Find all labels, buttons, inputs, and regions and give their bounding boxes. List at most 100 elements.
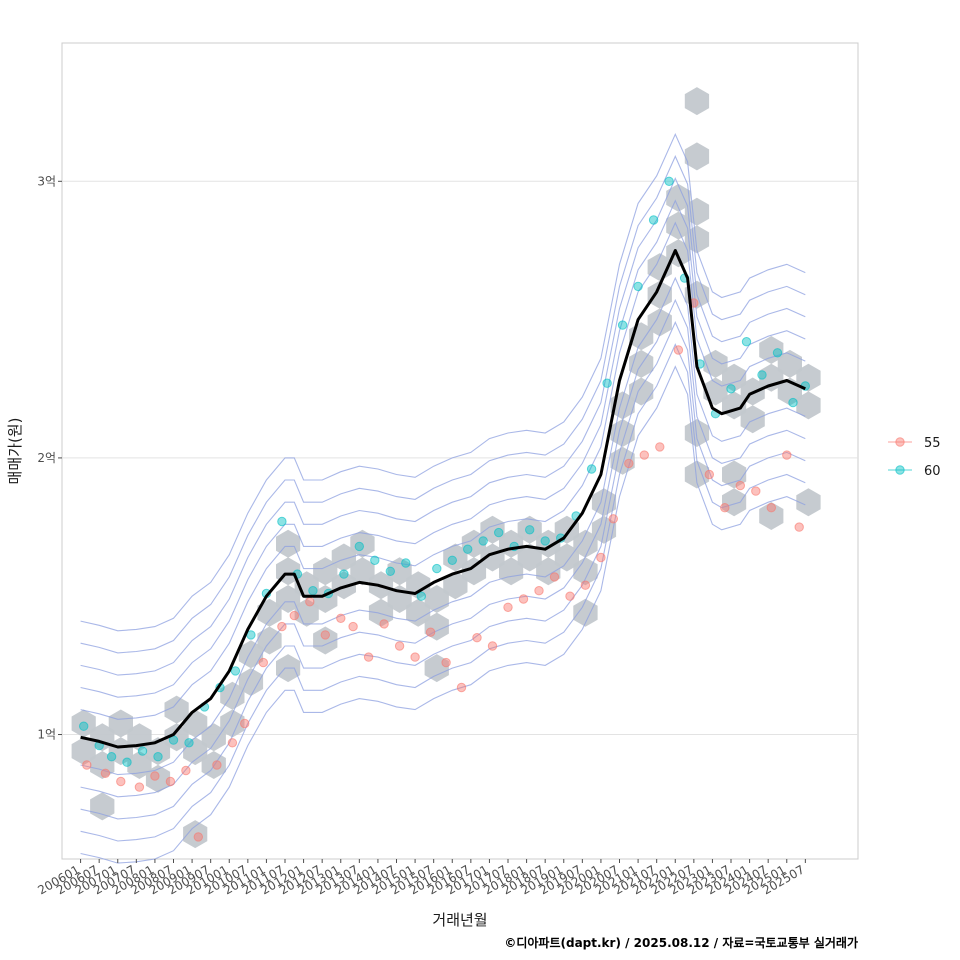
data-point-60 xyxy=(602,378,612,388)
data-point-60 xyxy=(308,586,318,596)
data-point-60 xyxy=(230,666,241,676)
trend-line xyxy=(80,249,806,749)
hexbin xyxy=(90,792,115,821)
hexbin xyxy=(554,543,579,572)
hexbin xyxy=(220,709,245,738)
data-point-55 xyxy=(549,572,560,582)
hexbin xyxy=(647,308,672,337)
data-point-60 xyxy=(586,464,597,474)
hexbin xyxy=(201,723,226,752)
data-point-55 xyxy=(751,486,761,496)
density-contour-line xyxy=(80,221,806,720)
hexbin xyxy=(796,363,821,392)
legend-label-60: 60 xyxy=(924,464,941,479)
x-axis-title: 거래년월 xyxy=(432,911,487,929)
data-point-55 xyxy=(766,503,776,513)
data-point-60 xyxy=(463,544,473,554)
data-point-60 xyxy=(772,348,783,358)
hexbin xyxy=(684,460,710,489)
hexbin xyxy=(517,515,542,544)
hexbin xyxy=(313,626,338,655)
hexbin xyxy=(461,557,487,586)
data-point-60 xyxy=(726,384,736,394)
hexbin xyxy=(108,709,133,738)
hexbin xyxy=(666,183,691,212)
data-point-55 xyxy=(565,591,575,601)
hexbin xyxy=(331,571,356,600)
data-point-55 xyxy=(655,442,665,452)
hexbin xyxy=(554,515,579,544)
density-contour-line xyxy=(80,276,806,776)
legend: 55 60 xyxy=(888,436,941,479)
hexbin xyxy=(331,543,356,572)
data-point-60 xyxy=(432,563,442,574)
hexbin xyxy=(610,419,635,447)
hexbin-layer xyxy=(71,87,821,849)
data-point-55 xyxy=(735,480,745,491)
density-contour-line xyxy=(80,155,806,654)
hexbin xyxy=(684,142,710,171)
data-point-60 xyxy=(664,176,674,187)
data-point-55 xyxy=(82,760,92,770)
data-point-60 xyxy=(540,536,550,546)
data-point-55 xyxy=(534,586,544,596)
data-point-55 xyxy=(608,514,618,524)
data-point-55 xyxy=(212,760,222,770)
hexbin xyxy=(257,598,282,627)
hexbin xyxy=(164,695,189,724)
data-point-60 xyxy=(106,752,117,762)
hexbin xyxy=(238,668,264,696)
data-point-55 xyxy=(704,469,714,480)
hexbin xyxy=(424,654,449,683)
hexbin xyxy=(573,557,598,586)
legend-key-55 xyxy=(895,437,905,447)
data-point-55 xyxy=(596,552,606,563)
hexbin xyxy=(759,502,784,530)
hexbin xyxy=(796,488,821,517)
data-point-55 xyxy=(193,832,204,842)
data-point-60 xyxy=(370,555,380,565)
data-point-55 xyxy=(227,738,238,748)
data-point-60 xyxy=(385,566,395,576)
data-point-60 xyxy=(79,721,89,731)
data-point-55 xyxy=(116,776,126,787)
x-axis: 2006012006072007012007072008012008072009… xyxy=(35,859,807,898)
data-point-60 xyxy=(648,215,659,225)
data-point-55 xyxy=(305,597,315,607)
data-point-55 xyxy=(639,450,649,460)
scatter-points xyxy=(79,176,810,842)
y-tick-label: 1억 xyxy=(37,728,56,742)
data-point-55 xyxy=(320,630,330,640)
data-point-55 xyxy=(181,765,191,776)
data-point-55 xyxy=(165,776,176,787)
hexbin xyxy=(443,571,468,600)
data-point-55 xyxy=(580,580,591,590)
data-point-60 xyxy=(494,527,504,538)
hexbin xyxy=(536,557,561,586)
data-point-60 xyxy=(277,516,287,527)
density-contour-line xyxy=(80,321,806,820)
data-point-55 xyxy=(240,718,250,729)
data-point-60 xyxy=(633,281,643,292)
y-tick-label: 2억 xyxy=(37,451,56,465)
data-point-60 xyxy=(153,752,163,762)
data-point-55 xyxy=(503,602,513,612)
density-contour-line xyxy=(80,132,806,632)
hexbin xyxy=(238,640,264,669)
hexbin xyxy=(517,543,542,572)
hexbin xyxy=(684,87,710,116)
hexbin xyxy=(573,598,598,627)
hexbin xyxy=(722,488,747,517)
hexbin xyxy=(294,598,319,627)
y-axis-title: 매매가(원) xyxy=(6,418,24,485)
data-point-55 xyxy=(425,627,436,637)
legend-key-60 xyxy=(895,465,905,475)
data-point-55 xyxy=(348,621,358,632)
data-point-60 xyxy=(401,558,411,568)
density-contour-line xyxy=(80,199,806,698)
hexbin xyxy=(629,377,654,406)
data-point-55 xyxy=(134,782,145,792)
data-point-55 xyxy=(336,613,346,623)
density-contour-line xyxy=(80,343,806,842)
